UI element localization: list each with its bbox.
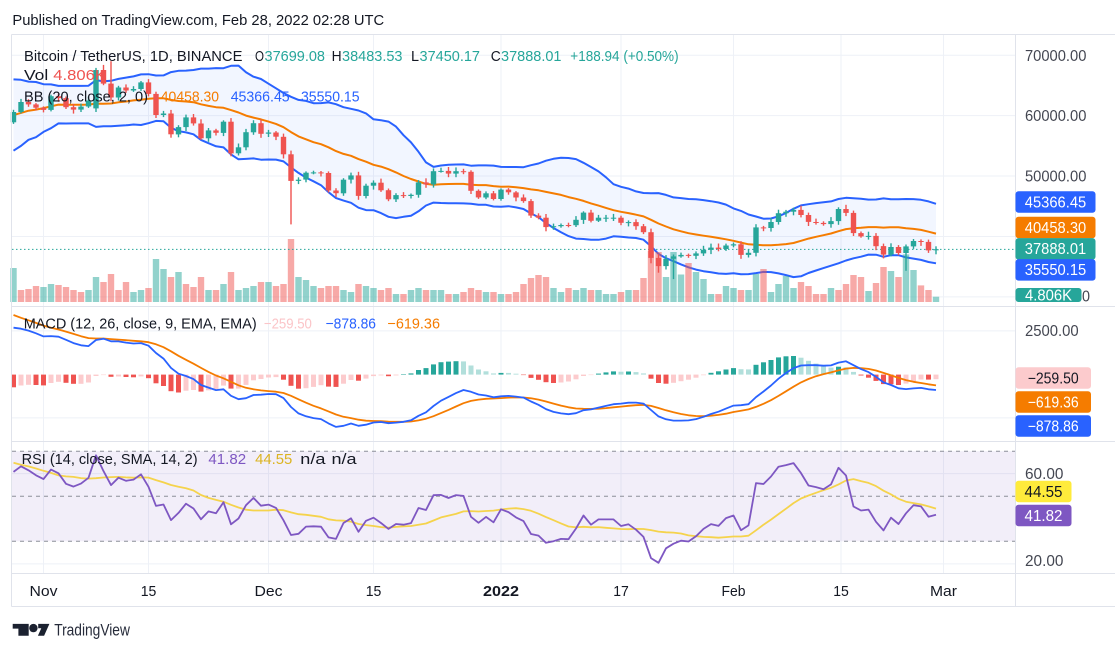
svg-text:35550.15: 35550.15 [1025, 262, 1086, 279]
svg-text:Feb: Feb [722, 583, 746, 600]
svg-text:70000.00: 70000.00 [1025, 48, 1087, 65]
svg-text:60.00: 60.00 [1025, 466, 1064, 483]
svg-text:Bitcoin / TetherUS, 1D, BINANC: Bitcoin / TetherUS, 1D, BINANCE [24, 48, 242, 65]
svg-text:Vol: Vol [24, 67, 48, 84]
svg-text:Nov: Nov [30, 583, 59, 600]
svg-text:17: 17 [613, 583, 629, 600]
svg-text:37450.17: 37450.17 [420, 48, 481, 65]
svg-text:C: C [491, 48, 501, 65]
svg-text:45366.45: 45366.45 [1025, 194, 1086, 211]
svg-text:O: O [255, 48, 264, 65]
svg-text:15: 15 [833, 583, 849, 600]
svg-text:RSI (14, close, SMA, 14, 2): RSI (14, close, SMA, 14, 2) [22, 451, 198, 468]
svg-text:37699.08: 37699.08 [265, 48, 326, 65]
svg-text:TradingView: TradingView [54, 621, 130, 640]
svg-text:44.55: 44.55 [1025, 484, 1063, 501]
svg-text:H: H [332, 48, 342, 65]
svg-text:40458.30: 40458.30 [161, 89, 219, 106]
svg-text:MACD (12, 26, close, 9, EMA, E: MACD (12, 26, close, 9, EMA, EMA) [24, 315, 257, 332]
svg-text:BB (20, close, 2, 0): BB (20, close, 2, 0) [24, 89, 148, 106]
svg-text:−259.50: −259.50 [264, 315, 312, 332]
svg-text:35550.15: 35550.15 [301, 89, 360, 106]
svg-text:−878.86: −878.86 [1028, 418, 1079, 435]
svg-text:L: L [411, 48, 419, 65]
svg-text:−619.36: −619.36 [387, 315, 440, 332]
svg-text:50000.00: 50000.00 [1025, 169, 1087, 186]
svg-text:Mar: Mar [930, 583, 957, 600]
svg-text:2022: 2022 [483, 583, 519, 600]
svg-text:Dec: Dec [255, 583, 284, 600]
svg-text:15: 15 [366, 583, 382, 600]
svg-text:2500.00: 2500.00 [1025, 323, 1079, 340]
svg-text:38483.53: 38483.53 [342, 48, 403, 65]
svg-text:−259.50: −259.50 [1028, 370, 1079, 387]
svg-text:37888.01: 37888.01 [1025, 241, 1086, 258]
svg-text:4.806K: 4.806K [53, 67, 106, 84]
svg-text:20.00: 20.00 [1025, 553, 1064, 570]
svg-text:44.55: 44.55 [255, 451, 292, 468]
svg-text:41.82: 41.82 [1025, 508, 1063, 525]
svg-text:0: 0 [1082, 289, 1090, 306]
svg-text:n/a: n/a [300, 451, 326, 468]
svg-text:15: 15 [141, 583, 157, 600]
svg-text:n/a: n/a [332, 451, 358, 468]
svg-text:45366.45: 45366.45 [231, 89, 290, 106]
svg-text:4.806K: 4.806K [1025, 287, 1073, 304]
svg-text:−878.86: −878.86 [326, 315, 376, 332]
svg-text:60000.00: 60000.00 [1025, 108, 1087, 125]
svg-text:Published on TradingView.com,: Published on TradingView.com, Feb 28, 20… [12, 12, 384, 29]
svg-text:37888.01: 37888.01 [501, 48, 562, 65]
svg-text:+188.94 (+0.50%): +188.94 (+0.50%) [570, 48, 678, 65]
svg-text:40458.30: 40458.30 [1025, 220, 1087, 237]
svg-text:−619.36: −619.36 [1028, 394, 1079, 411]
svg-text:41.82: 41.82 [208, 451, 246, 468]
